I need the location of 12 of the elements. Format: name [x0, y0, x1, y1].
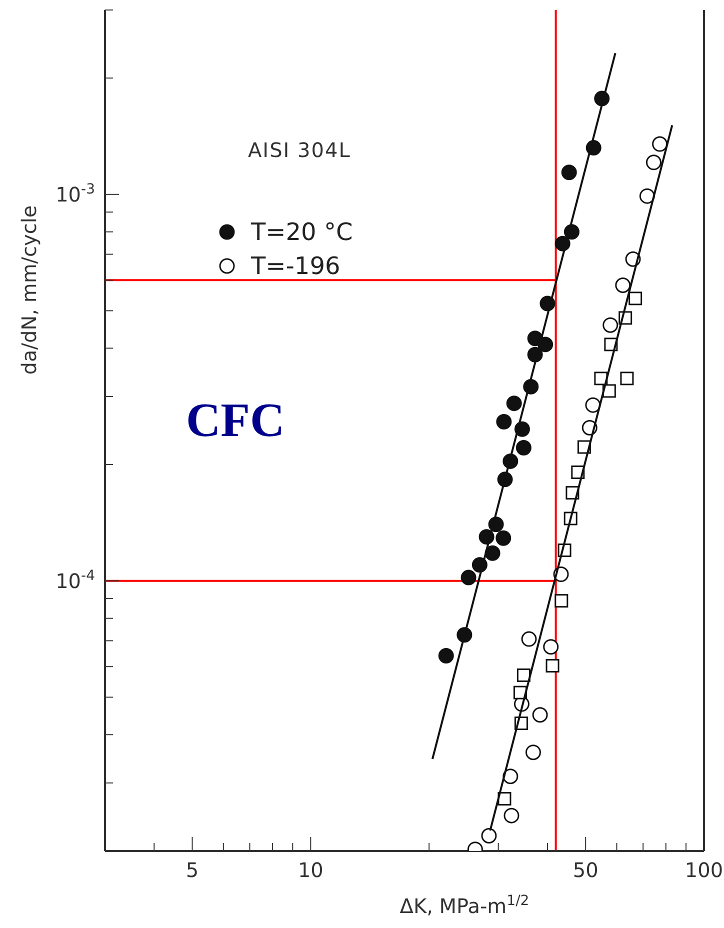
x-tick-label: 5: [186, 858, 199, 882]
annotation: CFC: [186, 393, 285, 448]
y-tick-label: 10$^{-4}$: [56, 568, 96, 593]
x-tick-label: 100: [684, 858, 724, 882]
legend-label: T=20 °C: [251, 218, 353, 246]
x-axis-title: ΔK, MPa-m$^{1/2}$: [400, 893, 530, 918]
x-tick-label: 50: [572, 858, 598, 882]
y-axis-title: da/dN, mm/cycle: [17, 205, 41, 375]
y-tick-label: 10$^{-3}$: [56, 181, 95, 206]
x-tick-label: 10: [298, 858, 324, 882]
legend-label: T=-196: [251, 252, 340, 280]
annotation: AISI 304L: [248, 138, 351, 162]
